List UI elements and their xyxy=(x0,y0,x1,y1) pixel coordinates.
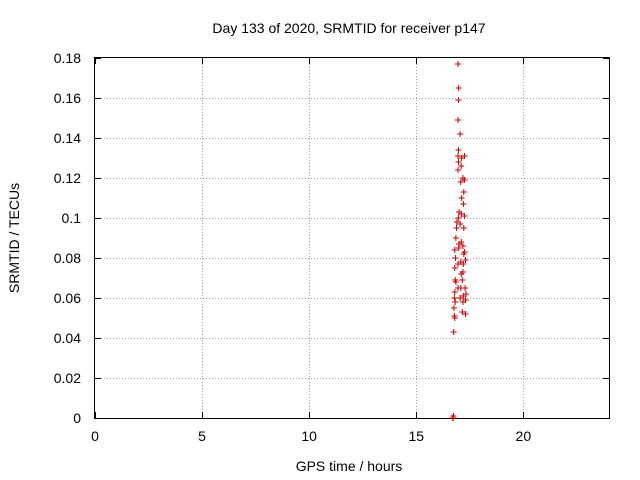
y-tick-label: 0.04 xyxy=(54,330,81,346)
data-point xyxy=(460,261,467,267)
data-point xyxy=(451,265,458,271)
x-axis-ticks: 0 5 10 15 20 xyxy=(91,58,531,444)
data-point xyxy=(461,153,468,159)
y-axis-label: SRMTID / TECUs xyxy=(6,183,22,293)
data-point xyxy=(462,311,469,317)
x-tick-label: 10 xyxy=(301,428,317,444)
data-point xyxy=(452,235,459,241)
data-point xyxy=(462,285,469,291)
y-axis-ticks: 0 0.02 0.04 0.06 0.08 0.1 0.12 0.14 0.16 0.18 xyxy=(54,50,609,426)
data-point xyxy=(462,257,469,263)
data-point xyxy=(460,201,467,207)
y-tick-label: 0.14 xyxy=(54,130,81,146)
data-point xyxy=(459,277,466,283)
data-point xyxy=(455,61,462,67)
data-point xyxy=(458,239,465,245)
data-point xyxy=(461,213,468,219)
data-point xyxy=(457,131,464,137)
data-point xyxy=(455,97,462,103)
data-point xyxy=(455,147,462,153)
data-point xyxy=(459,269,466,275)
data-point xyxy=(455,167,462,173)
data-point xyxy=(457,221,464,227)
grid-lines xyxy=(95,58,609,418)
data-point xyxy=(451,295,458,301)
data-point xyxy=(452,299,459,305)
data-point xyxy=(453,219,460,225)
data-point xyxy=(455,159,462,165)
data-point xyxy=(459,243,466,249)
plot-frame xyxy=(94,57,610,419)
x-tick-label: 20 xyxy=(516,428,532,444)
data-point xyxy=(462,297,469,303)
data-point xyxy=(451,289,458,295)
data-point xyxy=(450,305,457,311)
data-point xyxy=(462,291,469,297)
data-point xyxy=(458,163,465,169)
data-point xyxy=(459,309,466,315)
y-tick-label: 0.18 xyxy=(54,50,81,66)
y-tick-label: 0.1 xyxy=(62,210,82,226)
data-point xyxy=(458,211,465,217)
data-point xyxy=(458,195,465,201)
data-points xyxy=(449,61,469,421)
data-point xyxy=(460,225,467,231)
y-tick-label: 0.06 xyxy=(54,290,81,306)
data-point xyxy=(461,177,468,183)
data-point xyxy=(452,255,459,261)
x-tick-label: 0 xyxy=(91,428,99,444)
data-point xyxy=(460,189,467,195)
x-tick-label: 5 xyxy=(198,428,206,444)
x-axis-label: GPS time / hours xyxy=(296,458,403,474)
y-tick-label: 0.16 xyxy=(54,90,81,106)
data-point xyxy=(455,153,462,159)
y-tick-label: 0.08 xyxy=(54,250,81,266)
data-point xyxy=(455,215,462,221)
data-point xyxy=(451,315,458,321)
data-point xyxy=(453,225,460,231)
data-point xyxy=(452,279,459,285)
y-tick-label: 0.12 xyxy=(54,170,81,186)
data-point xyxy=(457,179,464,185)
data-point xyxy=(450,329,457,335)
x-tick-label: 15 xyxy=(408,428,424,444)
y-tick-label: 0 xyxy=(73,410,81,426)
data-point xyxy=(455,117,462,123)
data-point xyxy=(455,85,462,91)
data-point xyxy=(450,413,457,419)
data-point xyxy=(461,249,468,255)
data-point xyxy=(457,295,464,301)
chart-title: Day 133 of 2020, SRMTID for receiver p14… xyxy=(212,20,485,36)
data-point xyxy=(451,247,458,253)
y-tick-label: 0.02 xyxy=(54,370,81,386)
